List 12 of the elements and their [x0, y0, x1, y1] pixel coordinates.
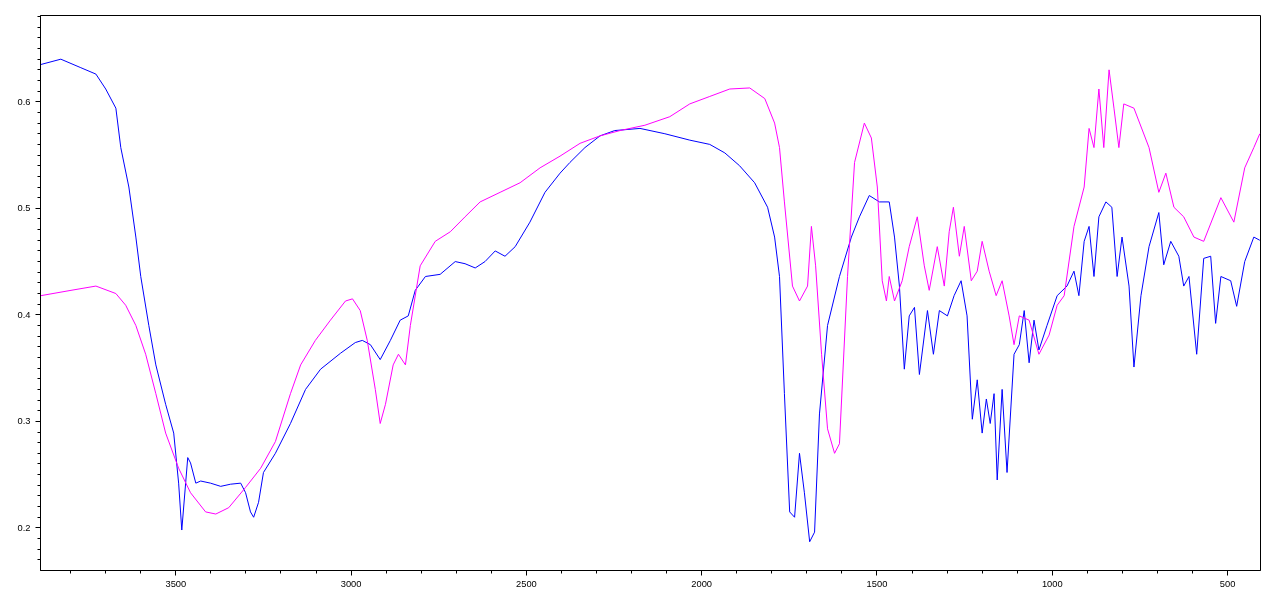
- x-tick-label: 2000: [691, 578, 713, 589]
- x-tick-label: 1500: [866, 578, 888, 589]
- x-tick-label: 500: [1219, 578, 1236, 589]
- y-tick-label: 0.4: [17, 309, 31, 320]
- y-tick-label: 0.5: [17, 203, 31, 214]
- x-tick-label: 3000: [340, 578, 362, 589]
- x-tick-label: 1000: [1041, 578, 1063, 589]
- x-tick-label: 2500: [516, 578, 537, 589]
- y-tick-label: 0.6: [17, 96, 31, 107]
- y-tick-label: 0.2: [17, 522, 31, 533]
- y-tick-label: 0.3: [17, 416, 31, 427]
- x-tick-label: 3500: [165, 578, 187, 589]
